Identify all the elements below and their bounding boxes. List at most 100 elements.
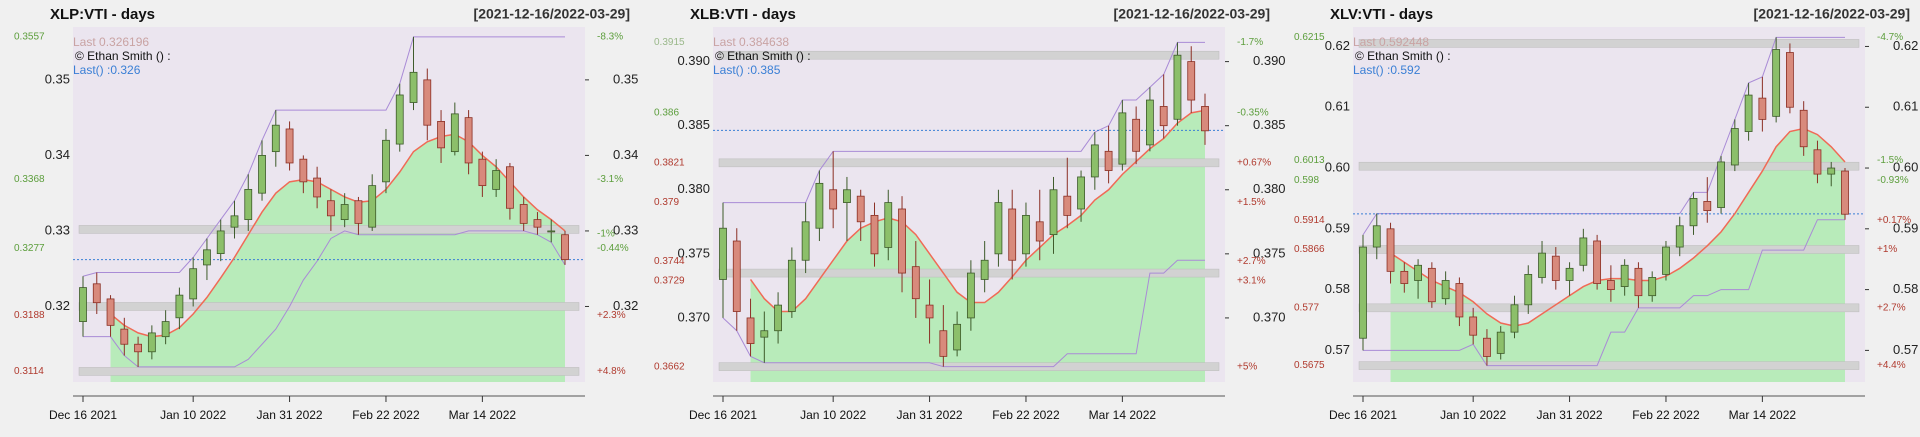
candle-body <box>1400 270 1409 284</box>
candle-body <box>395 94 404 145</box>
candle-body <box>409 71 418 103</box>
candle-body <box>134 343 142 353</box>
candle-body <box>1427 267 1436 303</box>
candle-body <box>1118 112 1127 165</box>
candle-body <box>1551 255 1560 281</box>
x-tick-label: Jan 31 2022 <box>897 408 963 422</box>
candle-body <box>1146 99 1154 146</box>
y-tick-label-right: 0.375 <box>1253 245 1286 260</box>
y-tick-label: 0.375 <box>677 245 710 260</box>
candle-body <box>1049 189 1058 236</box>
y-tick-label-right: 0.32 <box>613 298 638 313</box>
candle-body <box>161 321 170 338</box>
y-tick-label-right: 0.390 <box>1253 53 1286 68</box>
candle-body <box>1730 128 1739 166</box>
candle-body <box>760 330 769 338</box>
candle-body <box>856 195 865 223</box>
left-level-label: 0.577 <box>1294 302 1319 313</box>
credit: © Ethan Smith () : <box>715 49 811 63</box>
level-band <box>1358 39 1860 48</box>
chart-title: XLB:VTI - days <box>690 6 796 23</box>
x-tick-label: Jan 31 2022 <box>1537 408 1603 422</box>
candle-body <box>478 158 487 187</box>
x-tick-label: Jan 10 2022 <box>800 408 866 422</box>
candle-body <box>870 214 879 255</box>
left-level-label: 0.3662 <box>654 361 685 372</box>
last-short: Last() :0.592 <box>1353 63 1421 77</box>
candle-body <box>994 202 1003 255</box>
right-level-label: +2.7% <box>1237 256 1266 267</box>
x-tick-label: Jan 10 2022 <box>160 408 226 422</box>
candle-body <box>1386 228 1395 272</box>
candle-body <box>1827 167 1836 175</box>
x-tick-label: Dec 16 2021 <box>49 408 117 422</box>
y-tick-label-right: 0.34 <box>613 147 638 162</box>
candle-body <box>1524 274 1533 306</box>
candle-body <box>175 294 184 319</box>
candle-body <box>966 272 975 319</box>
y-tick-label-right: 0.60 <box>1893 159 1918 174</box>
x-tick-label: Dec 16 2021 <box>689 408 757 422</box>
candle-body <box>746 317 755 344</box>
candle-body <box>1104 150 1113 171</box>
candle-body <box>1758 97 1767 120</box>
candle-body <box>244 188 253 221</box>
candle-body <box>1414 264 1422 281</box>
candle-body <box>732 240 741 312</box>
candle-body <box>1441 280 1450 300</box>
candle-body <box>547 230 556 233</box>
right-level-label: -0.35% <box>1237 108 1269 119</box>
candle-body <box>898 208 906 274</box>
candle-body <box>492 170 501 190</box>
right-level-label: -3.1% <box>597 174 623 185</box>
y-tick-label-right: 0.59 <box>1893 220 1918 235</box>
candle-body <box>1496 331 1505 354</box>
chart-title: XLP:VTI - days <box>50 6 155 23</box>
x-tick-label: Mar 14 2022 <box>1729 408 1797 422</box>
candle-body <box>1772 49 1781 117</box>
channel-line <box>1362 36 1845 236</box>
right-level-label: -1.5% <box>1877 155 1903 166</box>
left-level-label: 0.3114 <box>14 366 44 377</box>
candle-body <box>313 177 322 198</box>
candle-body <box>533 219 542 228</box>
candle-body <box>450 113 459 153</box>
candle-body <box>1634 267 1643 297</box>
credit: © Ethan Smith () : <box>75 49 171 63</box>
y-tick-label: 0.34 <box>45 147 70 162</box>
candle-body <box>843 189 851 203</box>
candle-body <box>1841 170 1849 215</box>
candle-body <box>829 189 838 210</box>
left-level-label: 0.3744 <box>654 256 685 267</box>
candle-body <box>1173 54 1182 120</box>
candle-body <box>1483 337 1491 357</box>
x-tick-label: Jan 10 2022 <box>1440 408 1506 422</box>
candle-body <box>326 200 335 217</box>
level-band <box>1358 161 1860 171</box>
y-tick-label: 0.380 <box>677 181 710 196</box>
right-level-label: -4.7% <box>1877 32 1903 43</box>
candle-body <box>1648 277 1657 297</box>
y-tick-label-right: 0.33 <box>613 222 638 237</box>
candle-body <box>285 128 294 164</box>
candle-body <box>189 268 198 300</box>
left-level-label: 0.386 <box>654 108 679 119</box>
channel-line <box>723 41 1205 204</box>
candle-body <box>92 283 101 304</box>
candle-body <box>1159 106 1168 127</box>
candle-body <box>1538 252 1546 278</box>
candle-body <box>1510 304 1519 333</box>
candle-body <box>1035 221 1044 242</box>
candle-body <box>884 202 893 248</box>
candle-body <box>1372 225 1381 248</box>
y-tick-label: 0.62 <box>1325 38 1350 53</box>
candle-body <box>1187 61 1196 101</box>
candle-body <box>464 117 473 164</box>
candle-body <box>719 227 727 280</box>
ma-area <box>750 110 1205 382</box>
y-tick-label: 0.61 <box>1325 99 1350 114</box>
candle-body <box>1008 208 1017 261</box>
candle-body <box>120 328 129 345</box>
